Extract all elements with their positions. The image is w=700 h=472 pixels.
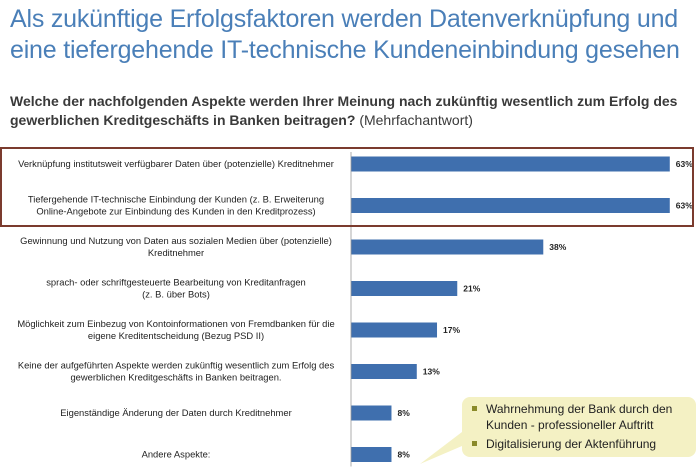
category-label-line: Eigenständige Änderung der Daten durch K… <box>60 407 291 418</box>
value-label: 8% <box>397 408 410 418</box>
category-label-line: Gewinnung und Nutzung von Daten aus sozi… <box>20 235 332 246</box>
headline-line-1: Als zukünftige Erfolgsfaktoren werden Da… <box>10 5 678 33</box>
category-label-line: Keine der aufgeführten Aspekte werden zu… <box>18 360 335 371</box>
value-label: 38% <box>549 242 566 252</box>
bar <box>351 447 392 462</box>
value-label: 63% <box>676 201 693 211</box>
survey-question: Welche der nachfolgenden Aspekte werden … <box>10 92 700 130</box>
category-label: Keine der aufgeführten Aspekte werden zu… <box>18 360 335 383</box>
callout-item: Wahrnehmung der Bank durch den Kunden - … <box>472 401 688 433</box>
bar <box>351 239 544 255</box>
category-label-line: Tiefergehende IT-technische Einbindung d… <box>28 194 324 205</box>
headline-line-2: eine tiefergehende IT-technische Kundene… <box>10 36 680 64</box>
bar <box>351 364 417 379</box>
bar <box>351 198 670 213</box>
category-label: sprach- oder schriftgesteuerte Bearbeitu… <box>46 277 306 300</box>
question-text: Welche der nachfolgenden Aspekte werden … <box>10 93 678 128</box>
highlight-box <box>0 147 694 227</box>
category-label-line: gewerblichen Kreditgeschäfts in Banken b… <box>70 372 281 383</box>
category-label: Gewinnung und Nutzung von Daten aus sozi… <box>20 235 332 258</box>
category-label: Verknüpfung institutsweit verfügbarer Da… <box>18 158 334 169</box>
category-label: Tiefergehende IT-technische Einbindung d… <box>28 194 324 217</box>
category-label-line: Andere Aspekte: <box>142 449 211 460</box>
category-label-line: Möglichkeit zum Einbezug von Kontoinform… <box>17 318 334 329</box>
headline: Als zukünftige Erfolgsfaktoren werden Da… <box>10 4 700 66</box>
category-label: Andere Aspekte: <box>142 449 211 460</box>
callout-item: Digitalisierung der Aktenführung <box>472 436 688 452</box>
bar <box>351 405 392 421</box>
other-aspects-callout: Wahrnehmung der Bank durch den Kunden - … <box>462 397 696 457</box>
bar <box>351 322 438 338</box>
category-label-line: (z. B. über Bots) <box>142 289 210 300</box>
value-label: 17% <box>443 325 460 335</box>
question-note: (Mehrfachantwort) <box>359 112 473 128</box>
category-label-line: Online-Angebote zur Einbindung des Kunde… <box>36 206 315 217</box>
value-label: 13% <box>423 367 440 377</box>
value-label: 8% <box>397 450 410 460</box>
value-label: 63% <box>676 159 693 169</box>
category-label-line: eigene Kreditentscheidung (Bezug PSD II) <box>88 330 264 341</box>
category-label-line: sprach- oder schriftgesteuerte Bearbeitu… <box>46 277 306 288</box>
bar <box>351 281 458 296</box>
bar <box>351 156 670 172</box>
category-label: Möglichkeit zum Einbezug von Kontoinform… <box>17 318 334 341</box>
category-label-line: Verknüpfung institutsweit verfügbarer Da… <box>18 158 334 169</box>
value-label: 21% <box>463 284 480 294</box>
category-label: Eigenständige Änderung der Daten durch K… <box>60 407 291 418</box>
category-label-line: Kreditnehmer <box>148 247 204 258</box>
